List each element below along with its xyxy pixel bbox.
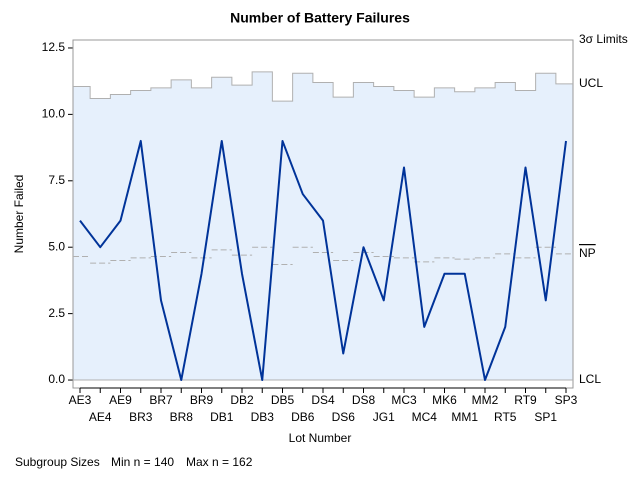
x-tick-label: BR3 (129, 410, 153, 424)
x-tick-label: DB5 (271, 393, 295, 407)
x-tick-label: BR8 (170, 410, 194, 424)
x-tick-label: DB6 (291, 410, 315, 424)
x-axis-label: Lot Number (289, 431, 352, 445)
x-tick-label: DB3 (251, 410, 275, 424)
x-tick-label: RT9 (514, 393, 537, 407)
center-label: NP (579, 246, 596, 260)
x-tick-label: MC4 (412, 410, 438, 424)
x-tick-label: AE4 (89, 410, 112, 424)
x-tick-label: SP3 (555, 393, 578, 407)
x-tick-label: MM1 (451, 410, 478, 424)
lcl-label: LCL (579, 372, 601, 386)
x-tick-label: MC3 (391, 393, 417, 407)
x-tick-label: AE9 (109, 393, 132, 407)
x-tick-label: SP1 (534, 410, 557, 424)
x-tick-label: AE3 (69, 393, 92, 407)
y-tick-label: 7.5 (48, 173, 65, 187)
x-tick-label: DB1 (210, 410, 234, 424)
x-tick-label: MK6 (432, 393, 457, 407)
y-axis-label: Number Failed (12, 175, 26, 254)
y-tick-label: 0.0 (48, 372, 65, 386)
x-tick-label: RT5 (494, 410, 517, 424)
y-tick-label: 12.5 (42, 40, 66, 54)
x-tick-label: DS4 (311, 393, 335, 407)
footer-min: Min n = 140 (111, 455, 174, 469)
y-tick-label: 5.0 (48, 239, 65, 253)
y-tick-label: 2.5 (48, 306, 65, 320)
x-tick-label: DS6 (332, 410, 356, 424)
x-tick-label: MM2 (472, 393, 499, 407)
chart-title: Number of Battery Failures (230, 10, 410, 26)
x-tick-label: DB2 (230, 393, 254, 407)
x-tick-label: DS8 (352, 393, 376, 407)
footer-max: Max n = 162 (186, 455, 253, 469)
ucl-line (73, 71, 573, 102)
x-tick-label: JG1 (373, 410, 395, 424)
y-tick-label: 10.0 (42, 107, 66, 121)
footer-label: Subgroup Sizes (15, 455, 100, 469)
x-tick-label: BR9 (190, 393, 214, 407)
limits-label: 3σ Limits (579, 32, 628, 46)
data-line (79, 139, 567, 382)
ucl-label: UCL (579, 76, 603, 90)
x-tick-label: BR7 (149, 393, 173, 407)
